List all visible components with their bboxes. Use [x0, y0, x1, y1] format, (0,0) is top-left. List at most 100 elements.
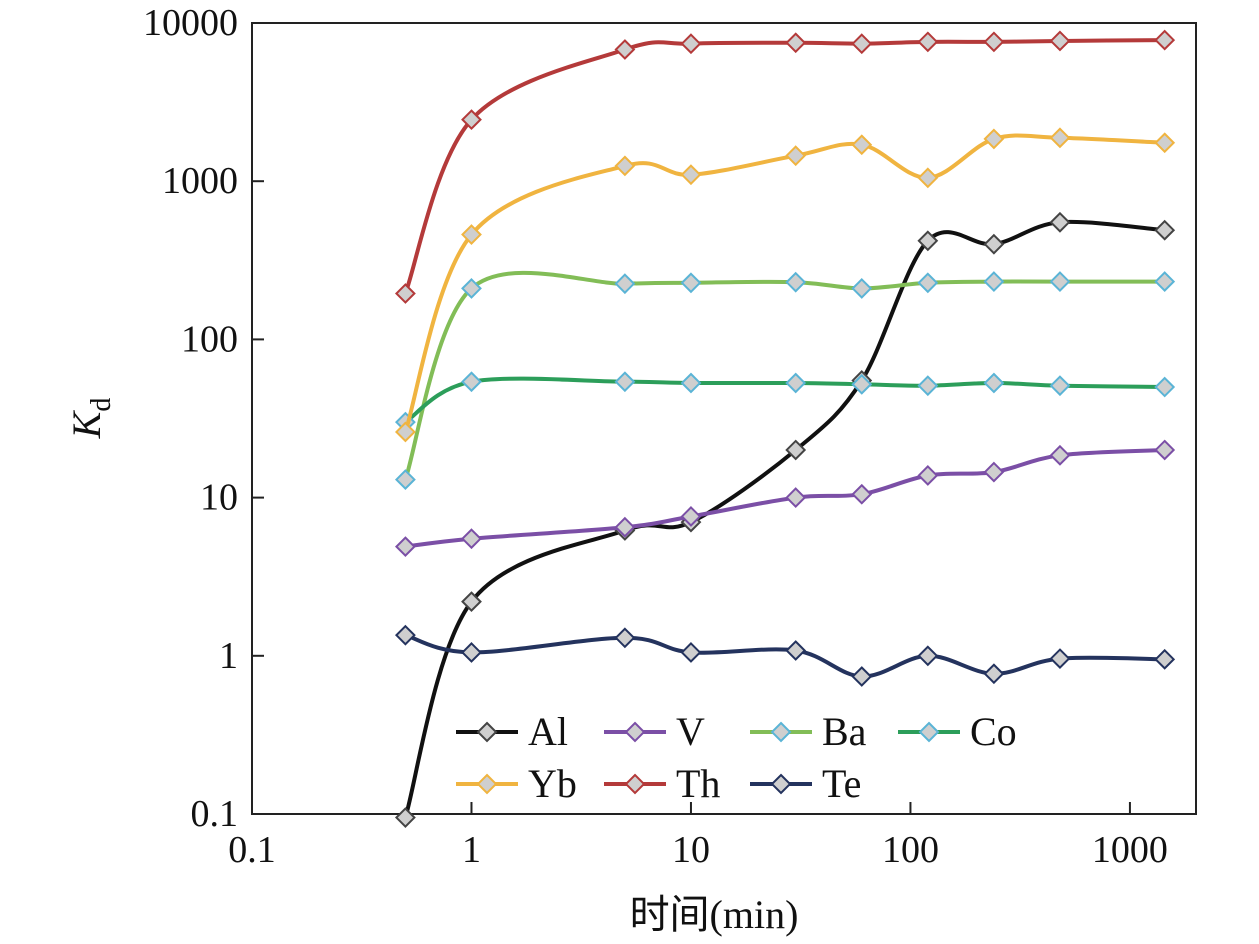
- legend-label: Al: [528, 709, 568, 754]
- x-tick-label: 1000: [1092, 829, 1168, 871]
- series-al: [394, 211, 1176, 828]
- legend-swatch-marker: [476, 721, 498, 743]
- legend-swatch-marker: [918, 721, 940, 743]
- svg-text:Kd: Kd: [64, 398, 117, 440]
- y-tick-labels: 0.1 1 10 100 1000 10000: [143, 2, 238, 835]
- data-point-al: [1049, 211, 1071, 233]
- data-point-te: [785, 640, 807, 661]
- data-point-al: [394, 807, 416, 828]
- data-point-yb: [394, 421, 416, 443]
- data-point-th: [983, 31, 1005, 53]
- legend-item-te: Te: [750, 761, 861, 806]
- legend-label: Co: [970, 709, 1017, 754]
- data-point-th: [394, 283, 416, 304]
- legend-swatch-marker: [770, 721, 792, 743]
- data-point-th: [680, 33, 702, 55]
- y-axis-title: Kd: [64, 398, 117, 440]
- legend-label: Th: [676, 761, 720, 806]
- data-point-te: [917, 645, 939, 667]
- y-tick-label: 1: [219, 635, 238, 677]
- data-point-ba: [917, 272, 939, 294]
- y-axis-title-sub: d: [86, 398, 117, 412]
- data-point-th: [851, 33, 873, 55]
- data-point-al: [1154, 219, 1176, 241]
- legend-swatch-marker: [770, 773, 792, 795]
- y-tick-label: 0.1: [191, 793, 239, 835]
- data-point-th: [1049, 30, 1071, 52]
- data-point-yb: [851, 134, 873, 156]
- legend-label: Ba: [822, 709, 867, 754]
- data-point-ba: [851, 278, 873, 299]
- data-point-th: [614, 39, 636, 60]
- data-point-yb: [1154, 132, 1176, 154]
- x-tick-label: 10: [672, 829, 710, 871]
- data-point-co: [461, 371, 482, 393]
- data-point-te: [1049, 648, 1071, 670]
- y-tick-label: 10: [200, 477, 238, 519]
- data-point-yb: [461, 224, 482, 245]
- data-point-co: [917, 375, 939, 397]
- series-v: [394, 439, 1176, 558]
- x-tick-label: 100: [882, 829, 939, 871]
- data-point-ba: [680, 272, 702, 294]
- data-point-co: [1049, 375, 1071, 397]
- data-point-yb: [917, 167, 939, 189]
- data-point-v: [461, 528, 482, 550]
- legend-item-ba: Ba: [750, 709, 867, 754]
- data-point-co: [680, 372, 702, 394]
- series-line-v: [403, 448, 1167, 549]
- data-point-co: [614, 371, 636, 393]
- data-point-yb: [785, 145, 807, 167]
- series-layer: [394, 29, 1176, 828]
- data-point-yb: [1049, 127, 1071, 149]
- legend-swatch-marker: [624, 721, 646, 743]
- data-point-ba: [394, 469, 416, 490]
- x-tick-labels: 0.1 1 10 100 1000: [228, 829, 1168, 871]
- legend-swatch-marker: [624, 773, 646, 795]
- y-axis-title-main: K: [64, 409, 109, 439]
- data-point-v: [917, 465, 939, 486]
- legend-swatch-marker: [476, 773, 498, 795]
- data-point-al: [785, 439, 807, 461]
- data-point-al: [917, 230, 939, 252]
- legend-item-v: V: [604, 709, 705, 754]
- series-ba: [394, 270, 1176, 490]
- data-point-v: [785, 487, 807, 509]
- data-point-ba: [614, 273, 636, 295]
- series-th: [394, 29, 1176, 304]
- data-point-al: [983, 233, 1005, 255]
- data-point-v: [394, 536, 416, 558]
- data-point-ba: [1154, 271, 1176, 292]
- data-point-v: [680, 506, 702, 527]
- series-line-co: [403, 376, 1167, 425]
- legend-label: Yb: [528, 761, 577, 806]
- y-tick-label: 10000: [143, 2, 238, 44]
- series-line-ba: [403, 270, 1167, 482]
- data-point-yb: [983, 128, 1005, 150]
- x-tick-label: 1: [462, 829, 481, 871]
- legend-item-th: Th: [604, 761, 720, 806]
- data-point-yb: [680, 164, 702, 186]
- data-point-te: [614, 627, 636, 649]
- series-line-th: [403, 38, 1167, 296]
- data-point-te: [461, 642, 482, 663]
- data-point-te: [1154, 648, 1176, 670]
- legend: Al V Ba Co Yb Th Te: [456, 709, 1017, 806]
- data-point-te: [680, 642, 702, 663]
- data-point-co: [983, 372, 1005, 394]
- data-point-co: [851, 373, 873, 395]
- data-point-ba: [785, 271, 807, 293]
- data-point-ba: [983, 271, 1005, 292]
- x-axis-title: 时间(min): [630, 892, 799, 937]
- data-point-th: [1154, 29, 1176, 51]
- data-point-al: [461, 591, 482, 613]
- data-point-ba: [461, 278, 482, 299]
- data-point-th: [785, 32, 807, 54]
- data-point-v: [614, 516, 636, 538]
- legend-label: V: [676, 709, 705, 754]
- data-point-te: [983, 663, 1005, 685]
- axis-ticks: [251, 22, 1131, 815]
- data-point-te: [851, 666, 873, 687]
- data-point-yb: [614, 155, 636, 177]
